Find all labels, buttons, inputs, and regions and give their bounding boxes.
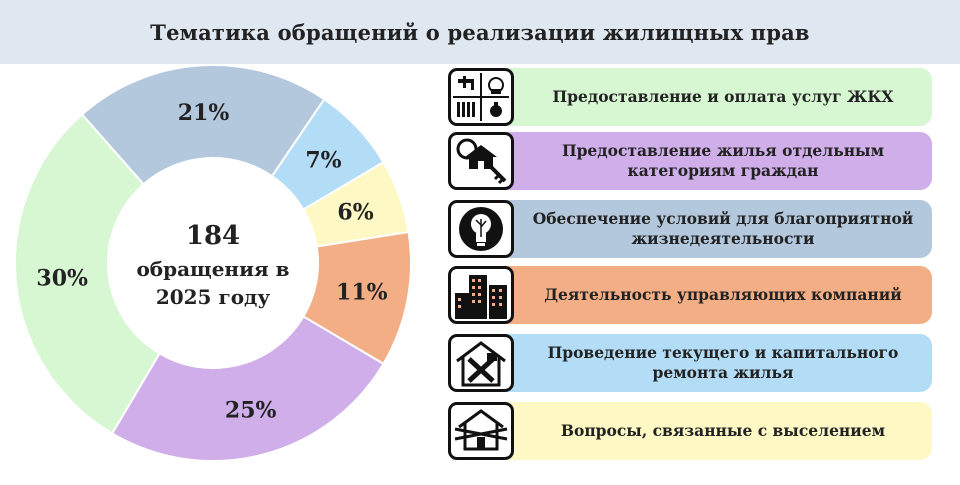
- category-management-companies: Деятельность управляющих компаний: [448, 266, 932, 324]
- category-repair: Проведение текущего и капитального ремон…: [448, 334, 932, 392]
- category-band: Предоставление жилья отдельным категория…: [480, 132, 932, 190]
- slice-label-2: 6%: [337, 200, 373, 226]
- category-band: Предоставление и оплата услуг ЖКХ: [480, 68, 932, 126]
- center-line-3: 2025 году: [156, 285, 271, 309]
- category-band: Вопросы, связанные с выселением: [480, 402, 932, 460]
- center-line-2: обращения в: [136, 257, 289, 281]
- category-label: Проведение текущего и капитального ремон…: [547, 343, 899, 382]
- utilities-icon: [448, 68, 514, 126]
- slice-label-3: 11%: [336, 279, 388, 305]
- slice-label-4: 25%: [225, 398, 277, 424]
- category-utilities: Предоставление и оплата услуг ЖКХ: [448, 68, 932, 126]
- category-living-conditions: Обеспечение условий для благоприятной жи…: [448, 200, 932, 258]
- category-label: Предоставление жилья отдельным категория…: [561, 141, 885, 180]
- slice-label-1: 7%: [305, 147, 341, 173]
- donut-slice-5: [14, 113, 161, 435]
- category-label: Предоставление и оплата услуг ЖКХ: [552, 87, 894, 106]
- category-label: Обеспечение условий для благоприятной жи…: [532, 209, 914, 248]
- category-eviction: Вопросы, связанные с выселением: [448, 402, 932, 460]
- donut-chart: 21% 7% 6% 11% 25% 30% 184 обращения в 2025 го…: [14, 64, 412, 462]
- slice-label-5: 30%: [36, 265, 88, 291]
- slice-label-0: 21%: [178, 100, 230, 126]
- category-band: Обеспечение условий для благоприятной жи…: [480, 200, 932, 258]
- center-total: 184: [186, 221, 240, 251]
- house-repair-icon: [448, 334, 514, 392]
- title-bar: Тематика обращений о реализации жилищных…: [0, 0, 960, 64]
- donut-slice-0: [80, 64, 326, 186]
- buildings-icon: [448, 266, 514, 324]
- category-label: Деятельность управляющих компаний: [544, 285, 902, 304]
- category-band: Деятельность управляющих компаний: [480, 266, 932, 324]
- page-title: Тематика обращений о реализации жилищных…: [150, 19, 810, 45]
- category-housing: Предоставление жилья отдельным категория…: [448, 132, 932, 190]
- eviction-icon: [448, 402, 514, 460]
- donut-slice-4: [110, 315, 385, 462]
- category-band: Проведение текущего и капитального ремон…: [480, 334, 932, 392]
- category-label: Вопросы, связанные с выселением: [560, 421, 886, 440]
- house-key-icon: [448, 132, 514, 190]
- lightbulb-icon: [448, 200, 514, 258]
